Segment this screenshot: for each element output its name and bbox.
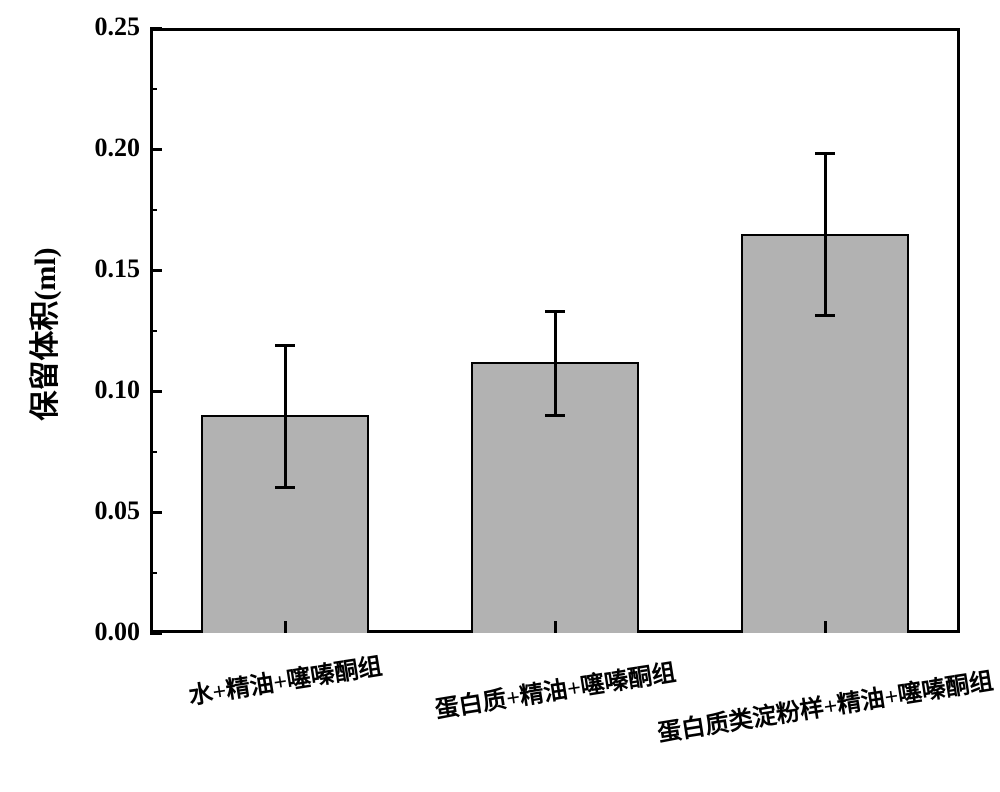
- x-major-tick: [824, 621, 827, 633]
- error-bar: [554, 311, 557, 415]
- y-tick-label: 0.25: [60, 12, 140, 42]
- error-cap: [545, 414, 565, 417]
- error-cap: [815, 152, 835, 155]
- y-tick-label: 0.10: [60, 375, 140, 405]
- y-minor-tick: [150, 88, 157, 90]
- y-axis-label: 保留体积(ml): [20, 184, 64, 484]
- y-major-tick: [150, 148, 162, 151]
- y-tick-label: 0.05: [60, 496, 140, 526]
- x-major-tick: [284, 621, 287, 633]
- y-tick-label: 0.15: [60, 254, 140, 284]
- y-minor-tick: [150, 572, 157, 574]
- y-tick-label: 0.00: [60, 617, 140, 647]
- y-minor-tick: [150, 451, 157, 453]
- y-major-tick: [150, 390, 162, 393]
- y-major-tick: [150, 269, 162, 272]
- x-major-tick: [554, 621, 557, 633]
- y-tick-label: 0.20: [60, 133, 140, 163]
- error-bar: [284, 345, 287, 488]
- error-cap: [275, 344, 295, 347]
- error-cap: [815, 314, 835, 317]
- error-cap: [275, 486, 295, 489]
- y-major-tick: [150, 511, 162, 514]
- chart-container: 保留体积(ml) 0.000.050.100.150.200.25水+精油+噻嗪…: [0, 0, 1000, 792]
- error-bar: [824, 154, 827, 316]
- y-major-tick: [150, 632, 162, 635]
- y-minor-tick: [150, 330, 157, 332]
- y-major-tick: [150, 27, 162, 30]
- error-cap: [545, 310, 565, 313]
- y-minor-tick: [150, 209, 157, 211]
